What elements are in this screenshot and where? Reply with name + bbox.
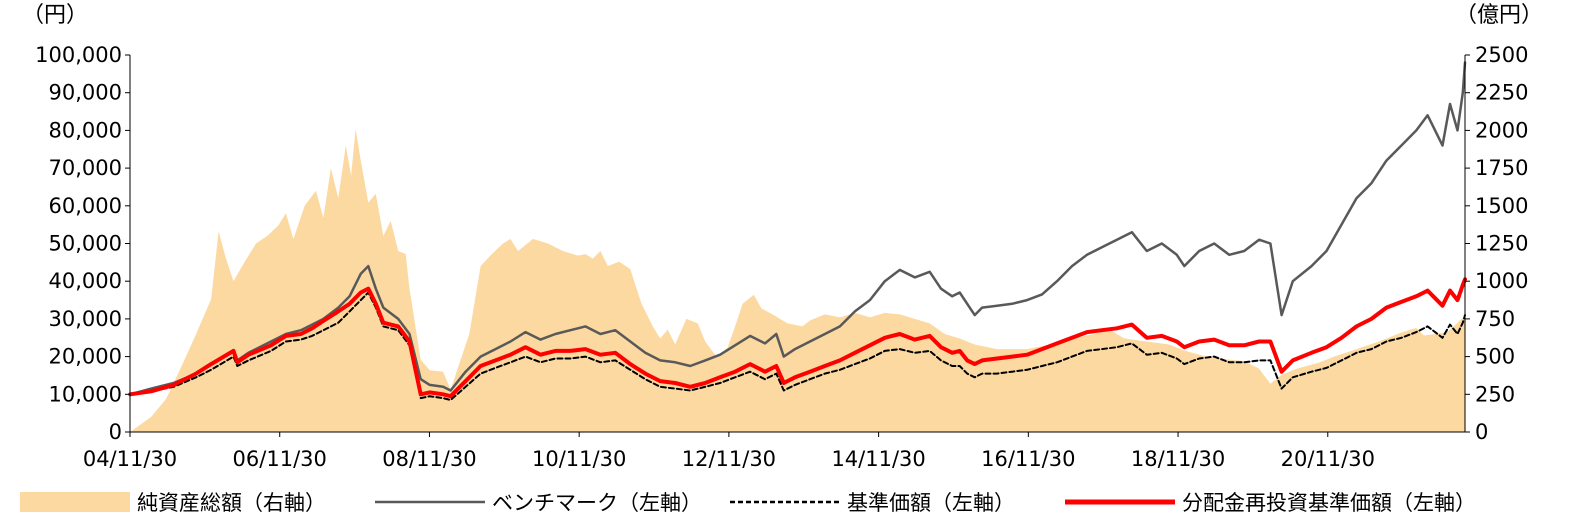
right-tick-label: 500: [1475, 345, 1515, 369]
right-tick-label: 2000: [1475, 118, 1528, 142]
right-axis-unit: （億円）: [1455, 3, 1543, 28]
x-tick-label: 08/11/30: [382, 447, 476, 471]
right-tick-label: 0: [1475, 420, 1488, 444]
left-tick-label: 20,000: [49, 345, 122, 369]
plot-area: [128, 55, 1467, 433]
left-tick-label: 100,000: [35, 43, 122, 67]
x-tick-label: 20/11/30: [1281, 447, 1375, 471]
left-tick-label: 60,000: [49, 194, 122, 218]
legend-swatch-area: [20, 492, 130, 512]
x-axis-ticks: 04/11/30 06/11/30 08/11/30 10/11/30 12/11/30…: [83, 432, 1375, 471]
right-tick-label: 2250: [1475, 81, 1528, 105]
x-tick-label: 06/11/30: [233, 447, 327, 471]
right-tick-label: 1250: [1475, 232, 1528, 256]
legend-label: 基準価額（左軸）: [847, 491, 1015, 515]
right-axis-ticks: 0 250 500 750 1000 1250 1500 1750 2000 2250 2500: [1465, 43, 1528, 444]
line-series-layer: [128, 61, 1467, 401]
right-tick-label: 750: [1475, 307, 1515, 331]
net-assets-area-layer: [130, 128, 1466, 432]
series-reinvested-nav-line: [128, 277, 1467, 399]
x-tick-label: 04/11/30: [83, 447, 177, 471]
x-tick-label: 16/11/30: [981, 447, 1075, 471]
right-tick-label: 2500: [1475, 43, 1528, 67]
left-tick-label: 40,000: [49, 269, 122, 293]
right-tick-label: 1000: [1475, 269, 1528, 293]
left-axis-ticks: 0 10,000 20,000 30,000 40,000 50,000 60,000 70,…: [35, 43, 130, 444]
legend-item: ベンチマーク（左軸）: [375, 491, 702, 515]
left-tick-label: 10,000: [49, 382, 122, 406]
left-tick-label: 80,000: [49, 118, 122, 142]
legend-item: 分配金再投資基準価額（左軸）: [1065, 491, 1476, 515]
legend-item: 純資産総額（右軸）: [20, 491, 326, 515]
x-tick-label: 18/11/30: [1131, 447, 1225, 471]
left-tick-label: 30,000: [49, 307, 122, 331]
series-benchmark-line: [128, 61, 1467, 396]
left-tick-label: 70,000: [49, 156, 122, 180]
legend-label: 純資産総額（右軸）: [137, 491, 326, 515]
left-tick-label: 0: [109, 420, 122, 444]
right-tick-label: 1500: [1475, 194, 1528, 218]
right-tick-label: 250: [1475, 382, 1515, 406]
legend-item: 基準価額（左軸）: [730, 491, 1015, 515]
legend: 純資産総額（右軸） ベンチマーク（左軸） 基準価額（左軸） 分配金再投資基準価額（左軸…: [20, 491, 1476, 515]
series-net-assets-area: [130, 128, 1466, 432]
left-tick-label: 90,000: [49, 81, 122, 105]
right-tick-label: 1750: [1475, 156, 1528, 180]
legend-label: ベンチマーク（左軸）: [492, 491, 702, 515]
left-tick-label: 50,000: [49, 232, 122, 256]
x-tick-label: 14/11/30: [831, 447, 925, 471]
series-nav-dashed-line: [129, 291, 1466, 401]
x-tick-label: 10/11/30: [532, 447, 626, 471]
x-tick-label: 12/11/30: [682, 447, 776, 471]
left-axis-unit: （円）: [22, 3, 88, 28]
legend-label: 分配金再投資基準価額（左軸）: [1182, 491, 1476, 515]
